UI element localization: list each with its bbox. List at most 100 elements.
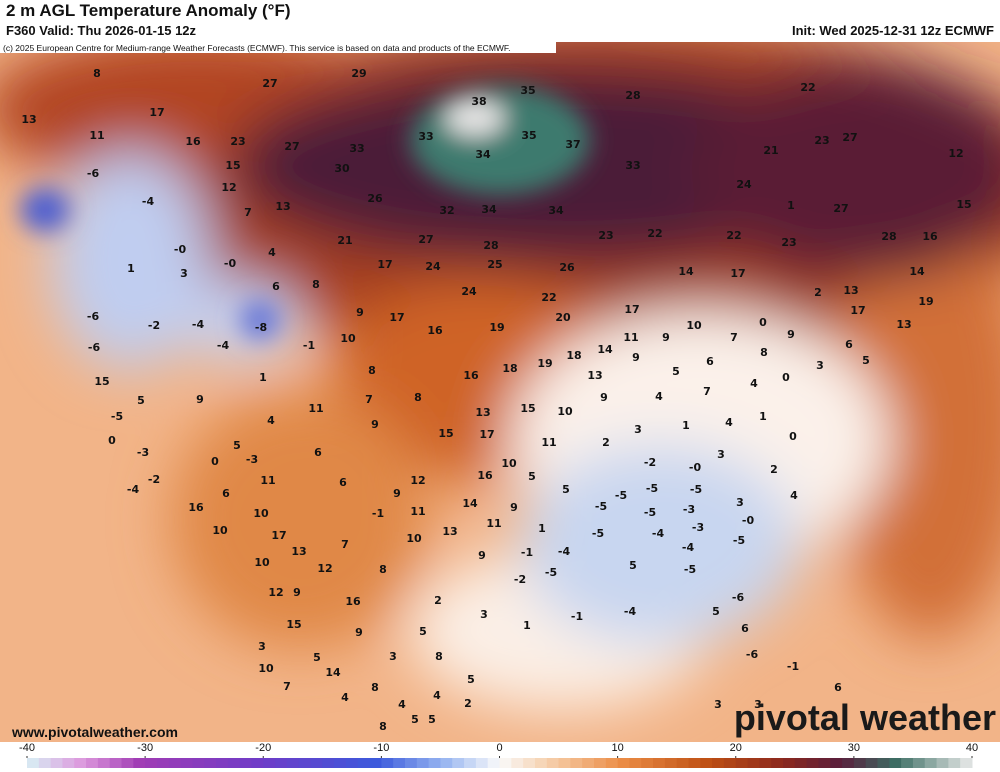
anomaly-label: 1 (787, 199, 795, 212)
anomaly-label: 14 (597, 343, 613, 356)
anomaly-label: 3 (634, 423, 642, 436)
anomaly-label: 24 (461, 285, 477, 298)
anomaly-label: 7 (283, 680, 291, 693)
anomaly-label: 10 (501, 457, 517, 470)
anomaly-label: 11 (486, 517, 501, 530)
anomaly-label: 29 (351, 67, 366, 80)
anomaly-label: -0 (742, 514, 755, 527)
colorbar-swatch (310, 758, 323, 768)
anomaly-label: 15 (286, 618, 301, 631)
anomaly-label: 28 (625, 89, 640, 102)
anomaly-label: 4 (268, 246, 276, 259)
anomaly-label: 16 (185, 135, 201, 148)
colorbar-swatch (357, 758, 371, 768)
anomaly-label: -0 (174, 243, 187, 256)
anomaly-label: -5 (615, 489, 627, 502)
anomaly-label: 12 (221, 181, 236, 194)
anomaly-label: 26 (367, 192, 383, 205)
anomaly-label: 17 (850, 304, 865, 317)
anomaly-label: -3 (692, 521, 704, 534)
anomaly-label: -3 (137, 446, 149, 459)
anomaly-label: -4 (652, 527, 665, 540)
anomaly-label: -5 (646, 482, 658, 495)
colorbar-swatch (818, 758, 831, 768)
title: 2 m AGL Temperature Anomaly (°F) (6, 1, 291, 20)
anomaly-label: 0 (211, 455, 219, 468)
colorbar-swatch (168, 758, 182, 768)
anomaly-label: 9 (510, 501, 518, 514)
anomaly-label: 11 (89, 129, 104, 142)
anomaly-label: 27 (842, 131, 857, 144)
anomaly-label: -5 (733, 534, 745, 547)
anomaly-label: 9 (600, 391, 608, 404)
anomaly-label: 13 (442, 525, 457, 538)
colorbar-swatch (723, 758, 737, 768)
colorbar-swatch (416, 758, 430, 768)
anomaly-label: 8 (312, 278, 320, 291)
anomaly-label: -8 (255, 321, 267, 334)
anomaly-label: 8 (371, 681, 379, 694)
anomaly-label: -6 (746, 648, 759, 661)
colorbar-swatch (227, 758, 241, 768)
colorbar-swatch (558, 758, 571, 768)
colorbar-swatch (452, 758, 465, 768)
anomaly-label: 5 (672, 365, 680, 378)
anomaly-label: 17 (730, 267, 745, 280)
colorbar: -40 -30 -20 -10 0 10 20 30 40 (19, 742, 978, 768)
anomaly-label: 38 (471, 95, 486, 108)
anomaly-label: -6 (87, 167, 100, 180)
colorbar-swatch (405, 758, 418, 768)
anomaly-label: 10 (406, 532, 422, 545)
anomaly-label: 35 (521, 129, 536, 142)
anomaly-label: 8 (760, 346, 768, 359)
colorbar-swatch (62, 758, 75, 768)
anomaly-label: 5 (562, 483, 570, 496)
anomaly-label: 6 (222, 487, 230, 500)
anomaly-label: 2 (770, 463, 778, 476)
anomaly-field (0, 42, 1000, 742)
colorbar-swatch (912, 758, 926, 768)
colorbar-swatch (27, 758, 40, 768)
colorbar-swatch (369, 758, 382, 768)
watermark: pivotal weather (734, 697, 996, 738)
anomaly-label: -5 (111, 410, 123, 423)
anomaly-label: 24 (425, 260, 441, 273)
anomaly-label: 13 (475, 406, 490, 419)
colorbar-swatch (97, 758, 111, 768)
anomaly-label: 8 (414, 391, 422, 404)
colorbar-swatch (853, 758, 867, 768)
colorbar-swatch (322, 758, 335, 768)
anomaly-label: -1 (372, 507, 384, 520)
colorbar-swatch (924, 758, 938, 768)
init-time: Init: Wed 2025-12-31 12z ECMWF (792, 23, 994, 38)
anomaly-label: -4 (142, 195, 155, 208)
anomaly-label: 16 (477, 469, 493, 482)
anomaly-label: 22 (726, 229, 741, 242)
anomaly-label: 7 (730, 331, 738, 344)
anomaly-label: 13 (21, 113, 36, 126)
anomaly-label: -4 (217, 339, 230, 352)
colorbar-swatch (109, 758, 122, 768)
credit-box (0, 42, 556, 53)
anomaly-label: 15 (956, 198, 971, 211)
colorbar-swatch (86, 758, 99, 768)
anomaly-label: 8 (368, 364, 376, 377)
anomaly-label: 4 (790, 489, 798, 502)
anomaly-label: 16 (345, 595, 361, 608)
anomaly-label: 16 (188, 501, 204, 514)
anomaly-label: 3 (736, 496, 744, 509)
anomaly-label: 15 (94, 375, 109, 388)
anomaly-label: 4 (655, 390, 663, 403)
anomaly-label: 14 (678, 265, 694, 278)
anomaly-label: 8 (435, 650, 443, 663)
anomaly-label: 3 (389, 650, 397, 663)
anomaly-label: 10 (253, 507, 269, 520)
anomaly-label: 6 (314, 446, 322, 459)
colorbar-swatch (546, 758, 560, 768)
anomaly-label: 7 (244, 206, 252, 219)
colorbar-swatch (889, 758, 902, 768)
colorbar-swatch (393, 758, 406, 768)
anomaly-label: -3 (246, 453, 258, 466)
anomaly-label: -4 (558, 545, 571, 558)
colorbar-swatch (960, 758, 973, 768)
